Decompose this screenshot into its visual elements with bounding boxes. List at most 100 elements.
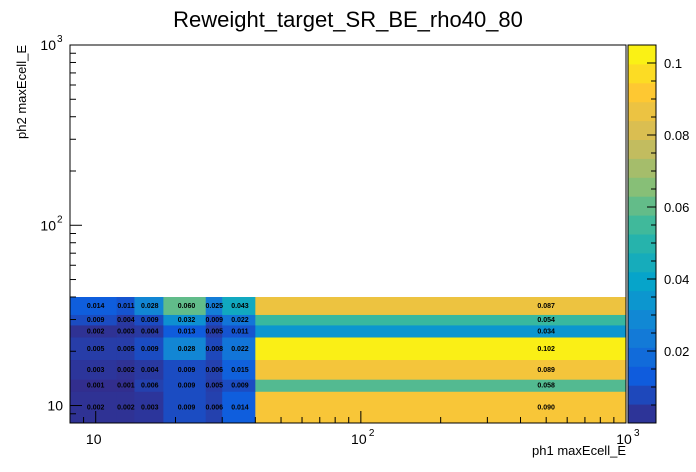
y-tick-label: 10: [40, 217, 56, 233]
cell-value-label: 0.015: [231, 367, 249, 374]
cell-value-labels: 0.002 0.002 0.003 0.009 0.006 0.014 0.090 0.001…: [87, 303, 555, 411]
heatmap-cell: [205, 324, 223, 338]
palette-segment: [628, 234, 656, 254]
cell-value-label: 0.002: [87, 328, 105, 335]
heatmap-cell: [70, 314, 118, 326]
heatmap-cell: [163, 391, 207, 424]
heatmap-cell: [70, 336, 118, 361]
cell-value-label: 0.011: [117, 303, 134, 310]
cell-value-label: 0.034: [537, 328, 555, 335]
palette-segment: [628, 177, 656, 197]
palette-segment: [628, 82, 656, 103]
palette-segment: [628, 404, 656, 424]
x-axis-label: ph1 maxEcell_E: [532, 443, 626, 458]
palette-segment: [628, 328, 656, 348]
cell-value-label: 0.006: [141, 383, 159, 390]
palette-tick-label: 0.1: [664, 56, 682, 71]
palette-segment: [628, 101, 656, 122]
heatmap-cell: [134, 391, 164, 424]
palette-segment: [628, 196, 656, 216]
cell-value-label: 0.001: [87, 383, 105, 390]
palette-frame: [627, 44, 657, 424]
heatmap-cell: [116, 379, 135, 392]
heatmap-cell: [222, 391, 256, 424]
heatmap-cell: [255, 359, 627, 380]
palette-segment: [628, 290, 656, 311]
heatmap-cell: [222, 359, 256, 380]
heatmap-cell: [70, 297, 118, 315]
palette-segment: [628, 158, 656, 178]
cell-value-label: 0.060: [178, 303, 196, 310]
palette-segment: [628, 271, 656, 292]
cell-value-label: 0.087: [537, 303, 555, 310]
cell-value-label: 0.090: [537, 405, 555, 412]
heatmap-cell: [70, 324, 118, 338]
heatmap-cell: [163, 359, 207, 380]
heatmap-cell: [222, 324, 256, 338]
heatmap-cell: [134, 359, 164, 380]
heatmap-cell: [116, 359, 135, 380]
palette-segment: [628, 45, 656, 65]
y-tick-exponent: 3: [57, 34, 63, 45]
cell-value-label: 0.009: [178, 367, 196, 374]
heatmap-cell: [222, 314, 256, 326]
heatmap-cells: [70, 297, 627, 424]
heatmap-cell: [163, 379, 207, 392]
color-palette: 0.02 0.04 0.06 0.08 0.1: [627, 44, 689, 424]
heatmap-cell: [255, 297, 627, 315]
cell-value-label: 0.028: [141, 303, 159, 310]
heatmap-cell: [116, 324, 135, 338]
heatmap-cell: [222, 336, 256, 361]
cell-value-label: 0.089: [537, 367, 555, 374]
heatmap-cell: [222, 297, 256, 315]
heatmap-cell: [163, 314, 207, 326]
y-tick-label: 10: [47, 398, 63, 414]
cell-value-label: 0.005: [87, 346, 105, 353]
palette-segment: [628, 347, 656, 367]
x-axis: 10 10 2 10 3: [69, 411, 640, 447]
cell-value-label: 0.001: [117, 383, 135, 390]
cell-value-label: 0.009: [178, 405, 196, 412]
palette-tick-label: 0.02: [664, 344, 689, 359]
heatmap-cell: [116, 336, 135, 361]
cell-value-label: 0.002: [87, 405, 105, 412]
y-tick-exponent: 2: [57, 214, 63, 225]
palette-tick-label: 0.04: [664, 272, 689, 287]
y-tick-label: 10: [40, 37, 56, 53]
cell-value-label: 0.009: [178, 383, 196, 390]
heatmap-cell: [134, 336, 164, 361]
cell-value-label: 0.004: [141, 367, 159, 374]
cell-value-label: 0.003: [141, 405, 159, 412]
palette-tick-label: 0.08: [664, 128, 689, 143]
palette-segment: [628, 252, 656, 273]
cell-value-label: 0.003: [87, 367, 105, 374]
heatmap-cell: [134, 379, 164, 392]
cell-value-label: 0.005: [205, 383, 223, 390]
cell-value-label: 0.002: [117, 367, 135, 374]
cell-value-label: 0.004: [117, 317, 135, 324]
cell-value-label: 0.008: [205, 346, 223, 353]
heatmap-cell: [205, 314, 223, 326]
palette-segment: [628, 215, 656, 235]
heatmap-cell: [163, 324, 207, 338]
cell-value-label: 0.054: [537, 317, 555, 324]
palette-segment: [628, 309, 656, 329]
heatmap-cell: [205, 379, 223, 392]
heatmap-cell: [70, 359, 118, 380]
heatmap-cell: [116, 297, 135, 315]
cell-value-label: 0.005: [117, 346, 135, 353]
palette-segment: [628, 385, 656, 405]
palette-segment: [628, 120, 656, 140]
cell-value-label: 0.002: [117, 405, 135, 412]
x-tick-label: 10: [351, 431, 367, 447]
cell-value-label: 0.003: [117, 328, 135, 335]
cell-value-label: 0.009: [141, 317, 159, 324]
heatmap-cell: [134, 324, 164, 338]
cell-value-label: 0.022: [231, 346, 249, 353]
heatmap-cell: [205, 336, 223, 361]
cell-value-label: 0.009: [205, 317, 223, 324]
cell-value-label: 0.102: [537, 346, 555, 353]
heatmap-cell: [205, 391, 223, 424]
cell-value-label: 0.006: [205, 405, 223, 412]
